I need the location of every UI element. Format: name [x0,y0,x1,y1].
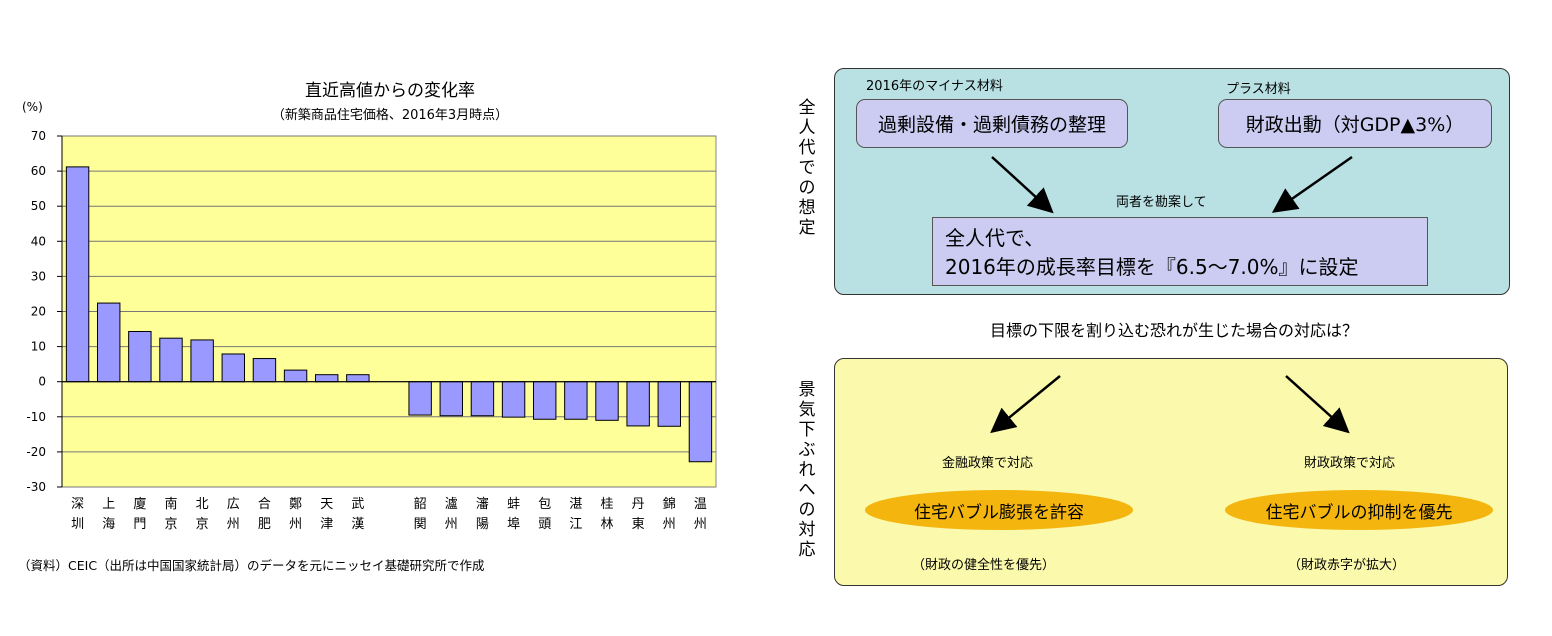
x-tick-label: 包 [538,497,551,512]
x-tick-label: 天 [320,497,333,512]
y-tick-label: 0 [38,375,46,389]
x-tick-label: 武 [351,497,364,512]
x-tick-label: 南 [164,496,177,512]
vertical-char: 気 [798,400,816,420]
x-tick-label: 錦 [663,496,676,512]
x-tick-label: 州 [227,517,240,532]
x-tick-label: 州 [289,517,302,532]
vertical-char: へ [798,480,816,500]
x-tick-label: 広 [227,497,240,512]
x-tick-label: 湛 [569,497,582,512]
arrow-to-fiscal [1285,375,1350,434]
x-tick-label: 関 [414,517,427,532]
x-tick-label: 林 [600,517,613,532]
chart-subtitle: （新築商品住宅価格、2016年3月時点） [271,108,509,123]
arrow-minus-to-result [991,156,1054,214]
source-note: （資料）CEIC（出所は中国国家統計局）のデータを元にニッセイ基礎研究所で作成 [18,558,485,573]
bar-chart: 706050403020100-10-20-30深圳上海廈門南京北京広州合肥鄭州… [26,129,717,532]
y-tick-label: 60 [31,164,46,178]
growth-target-line2: 2016年の成長率目標を『6.5～7.0%』に設定 [945,255,1359,279]
vertical-char: で [798,158,816,178]
x-tick-label: 東 [632,516,645,532]
plus-caption: プラス材料 [1226,82,1291,97]
growth-target-box: 全人代で、 2016年の成長率目標を『6.5～7.0%』に設定 [932,217,1428,286]
x-tick-label: 津 [320,517,333,532]
vertical-char: 代 [798,138,816,158]
bottom-section-label: 景気下ぶれへの対応 [796,380,818,560]
x-tick-label: 江 [569,517,582,532]
x-tick-label: 鄭 [289,497,302,512]
x-tick-label: 桂 [600,497,613,512]
vertical-char: 全 [798,98,816,118]
x-tick-label: 京 [196,517,209,532]
y-tick-label: 40 [31,234,46,248]
y-tick-label: 20 [31,305,46,319]
vertical-char: 応 [798,540,816,560]
minus-factor-box: 過剰設備・過剰債務の整理 [856,99,1128,148]
x-tick-label: 丹 [632,497,645,512]
top-section-label: 全人代での想定 [796,98,818,238]
x-tick-label: 蚌 [507,497,520,512]
x-tick-label: 門 [133,517,146,532]
x-tick-label: 北 [196,497,209,512]
vertical-char: 想 [798,198,816,218]
y-tick-label: 10 [31,340,46,354]
downturn-response-panel [834,358,1508,586]
arrow-to-monetary [990,375,1061,434]
y-tick-label: -10 [26,410,46,424]
fiscal-policy-label: 財政政策で対応 [1304,456,1396,471]
vertical-char: の [798,178,816,198]
curb-bubble-ellipse: 住宅バブルの抑制を優先 [1225,490,1493,530]
chart-title: 直近高値からの変化率 [305,81,475,101]
vertical-char: 下 [798,420,816,440]
x-tick-label: 頭 [538,517,551,532]
y-tick-label: 30 [31,269,46,283]
x-tick-label: 深 [71,497,84,512]
x-tick-label: 京 [164,517,177,532]
x-tick-label: 州 [694,517,707,532]
x-tick-label: 廈 [133,496,146,512]
vertical-char: れ [798,460,816,480]
vertical-char: 人 [798,118,816,138]
x-tick-label: 合 [258,497,271,512]
y-tick-label: 70 [31,129,46,143]
vertical-char: 対 [798,520,816,540]
x-tick-label: 埠 [507,517,520,532]
x-tick-label: 州 [663,517,676,532]
monetary-policy-label: 金融政策で対応 [942,456,1034,471]
x-tick-label: 州 [445,517,458,532]
vertical-char: ぶ [798,440,816,460]
x-tick-label: 陽 [476,517,489,532]
question-text: 目標の下限を割り込む恐れが生じた場合の対応は？ [989,321,1358,340]
plus-factor-box: 財政出動（対GDP▲3%） [1218,99,1492,148]
y-tick-label: -20 [26,445,46,459]
x-tick-label: 温 [694,497,707,512]
left-note: （財政の健全性を優先） [912,558,1056,573]
consider-label: 両者を勘案して [1116,195,1207,210]
vertical-char: 定 [798,218,816,238]
arrow-plus-to-result [1271,155,1353,213]
x-tick-label: 肥 [258,517,271,532]
y-axis-unit: (%) [22,100,43,114]
x-tick-label: 韶 [414,496,427,512]
x-tick-label: 瀘 [445,497,458,512]
y-tick-label: -30 [26,480,46,494]
growth-target-line1: 全人代で、 [945,226,1045,250]
tolerate-bubble-ellipse: 住宅バブル膨張を許容 [865,490,1133,530]
x-tick-label: 漢 [351,517,364,532]
x-tick-label: 上 [102,497,115,512]
minus-caption: 2016年のマイナス材料 [866,79,1003,94]
vertical-char: 景 [798,380,816,400]
right-note: （財政赤字が拡大） [1288,558,1406,573]
x-tick-label: 瀋 [476,496,489,512]
x-tick-label: 圳 [71,517,84,532]
x-tick-label: 海 [102,517,115,532]
y-tick-label: 50 [31,199,46,213]
vertical-char: の [798,500,816,520]
